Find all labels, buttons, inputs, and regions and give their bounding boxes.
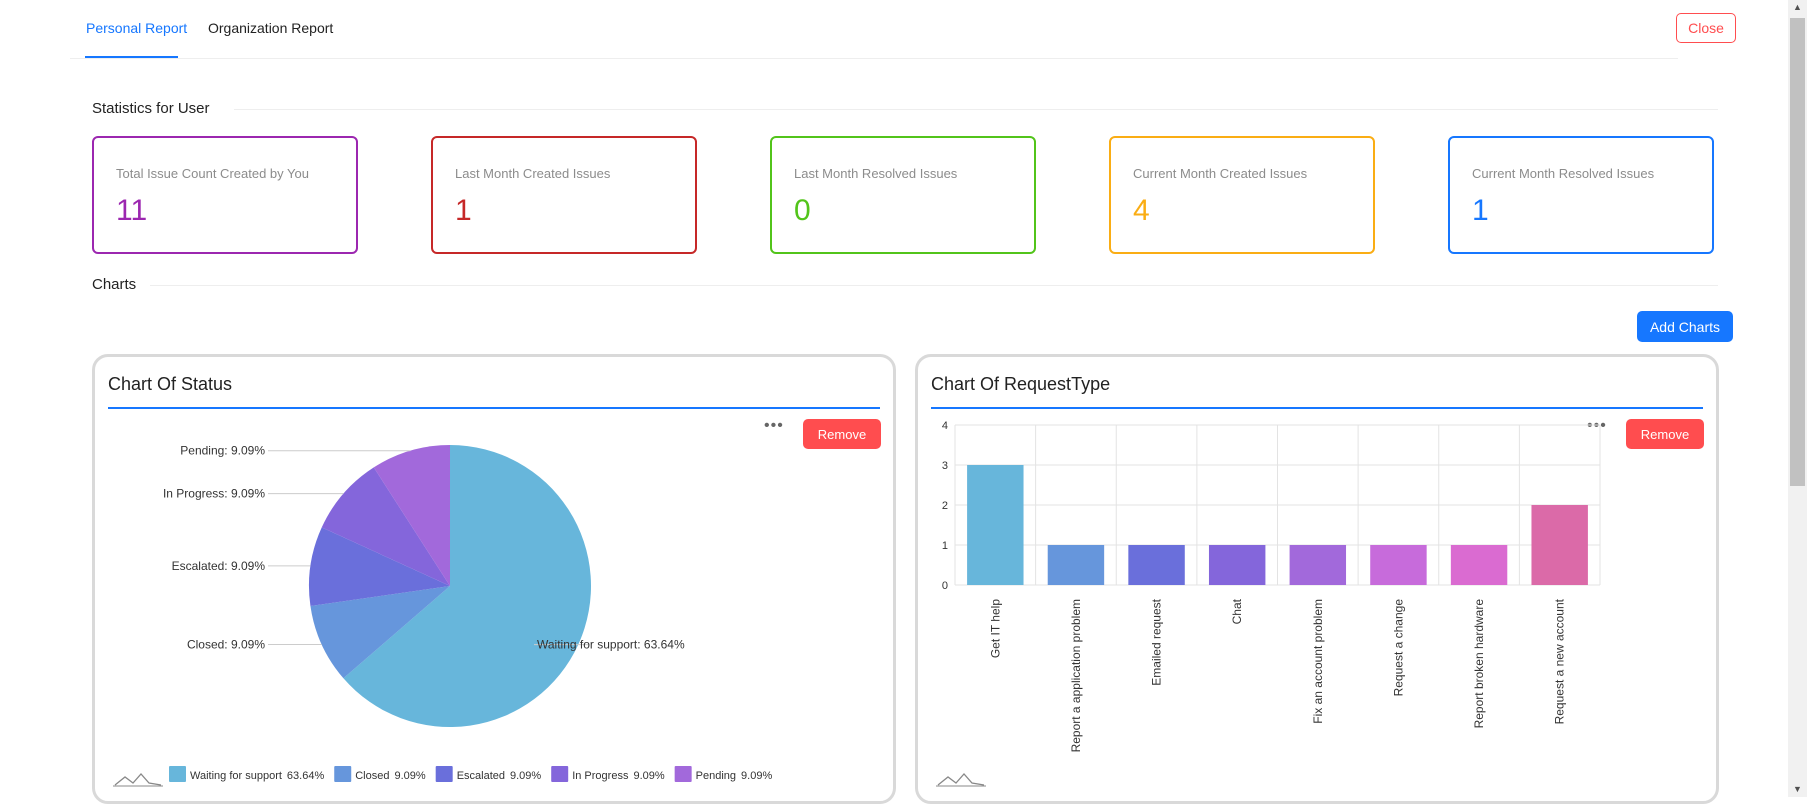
y-tick-label: 2 [942, 500, 948, 512]
bar-report-a-application-problem[interactable] [1047, 545, 1105, 585]
statistics-divider [234, 109, 1718, 110]
bar-chat[interactable] [1208, 545, 1266, 585]
legend-swatch [674, 766, 692, 782]
y-tick-label: 3 [942, 460, 948, 472]
x-tick-label: Request a change [1391, 599, 1405, 697]
pie-slice-in-progress[interactable] [321, 467, 450, 586]
stat-label: Last Month Resolved Issues [794, 166, 958, 181]
legend-item-closed[interactable]: Closed 9.09% [334, 766, 426, 782]
stat-card-last-month-resolved: Last Month Resolved Issues 0 [770, 136, 1036, 254]
pie-slice-closed[interactable] [310, 586, 450, 679]
tab-organization-report[interactable]: Organization Report [208, 20, 334, 36]
close-button[interactable]: Close [1676, 13, 1736, 43]
report-tabs: Personal Report Organization Report [70, 0, 1678, 59]
bar-request-a-change[interactable] [1370, 545, 1427, 585]
x-tick-label: Request a new account [1553, 598, 1567, 724]
stat-value: 0 [794, 194, 811, 227]
legend-label: Pending [696, 770, 736, 782]
pie-data-label: Closed: 9.09% [187, 638, 265, 652]
pie-data-label: In Progress: 9.09% [163, 487, 265, 501]
legend-label: Closed [355, 770, 389, 782]
y-tick-label: 0 [942, 580, 948, 592]
active-tab-indicator [85, 56, 178, 58]
legend-label: Waiting for support [190, 770, 282, 782]
scroll-down-icon[interactable]: ▼ [1793, 784, 1802, 794]
legend-item-pending[interactable]: Pending 9.09% [674, 766, 773, 782]
bar-emailed-request[interactable] [1128, 545, 1185, 585]
legend-swatch [334, 766, 352, 782]
stat-label: Total Issue Count Created by You [116, 166, 309, 181]
x-tick-label: Report a application problem [1069, 599, 1083, 752]
pie-data-label: Escalated: 9.09% [172, 559, 266, 573]
stat-card-current-month-resolved: Current Month Resolved Issues 1 [1448, 136, 1714, 254]
bar-fix-an-account-problem[interactable] [1289, 545, 1347, 585]
bar-get-it-help[interactable] [967, 465, 1024, 585]
stat-value: 1 [1472, 194, 1489, 227]
ellipsis-icon[interactable]: ••• [764, 417, 784, 434]
chart-title-underline [108, 407, 880, 409]
scrollbar-thumb[interactable] [1790, 18, 1805, 486]
x-tick-label: Report broken hardware [1472, 599, 1486, 729]
legend-value: 63.64% [287, 770, 325, 782]
legend-item-in-progress[interactable]: In Progress 9.09% [551, 766, 665, 782]
charts-divider [150, 285, 1718, 286]
stat-card-total-issues: Total Issue Count Created by You 11 [92, 136, 358, 254]
y-tick-label: 4 [942, 420, 948, 432]
stat-value: 1 [455, 194, 472, 227]
chart-title: Chart Of RequestType [931, 374, 1111, 394]
pie-data-label: Waiting for support: 63.64% [537, 638, 685, 652]
line-chart-icon[interactable] [113, 773, 163, 787]
legend-swatch [169, 766, 186, 782]
x-tick-label: Chat [1230, 598, 1244, 624]
legend-item-escalated[interactable]: Escalated 9.09% [435, 766, 542, 782]
legend-label: In Progress [572, 770, 629, 782]
line-chart-icon[interactable] [936, 773, 986, 787]
stat-card-last-month-created: Last Month Created Issues 1 [431, 136, 697, 254]
stat-value: 4 [1133, 194, 1150, 227]
bar-report-broken-hardware[interactable] [1450, 545, 1508, 585]
stat-label: Last Month Created Issues [455, 166, 611, 181]
stat-label: Current Month Resolved Issues [1472, 166, 1655, 181]
stat-card-current-month-created: Current Month Created Issues 4 [1109, 136, 1375, 254]
pie-slice-pending[interactable] [373, 445, 450, 586]
requesttype-bar-chart: 0 1 2 3 4 Get IT help Report a application pr… [936, 420, 1601, 787]
legend-value: 9.09% [394, 770, 425, 782]
y-tick-label: 1 [942, 540, 948, 552]
scroll-up-icon[interactable]: ▲ [1793, 2, 1802, 12]
remove-requesttype-chart-button[interactable]: Remove [1626, 419, 1704, 449]
vertical-scrollbar[interactable]: ▲ ▼ [1788, 0, 1807, 797]
remove-status-chart-button[interactable]: Remove [803, 419, 881, 449]
bar-request-a-new-account[interactable] [1531, 505, 1588, 585]
legend-value: 9.09% [510, 770, 541, 782]
legend-label: Escalated [457, 770, 505, 782]
legend-value: 9.09% [633, 770, 664, 782]
statistics-section-title: Statistics for User [92, 100, 210, 117]
status-chart-card: Chart Of Status ••• Remove Waiting for s… [92, 354, 896, 804]
x-tick-label: Fix an account problem [1311, 599, 1325, 724]
add-charts-button[interactable]: Add Charts [1637, 311, 1733, 342]
pie-slice-escalated[interactable] [309, 527, 450, 607]
legend-value: 9.09% [741, 770, 772, 782]
status-pie-chart: Waiting for support: 63.64% Closed: 9.09%… [113, 444, 773, 787]
legend-item-waiting-for-support[interactable]: Waiting for support 63.64% [169, 766, 324, 782]
stat-value: 11 [116, 194, 148, 227]
legend-swatch [551, 766, 569, 782]
x-tick-label: Emailed request [1150, 598, 1164, 685]
charts-section-title: Charts [92, 276, 137, 293]
pie-slice-waiting-for-support[interactable] [343, 445, 591, 727]
chart-title-underline [931, 407, 1703, 409]
stat-label: Current Month Created Issues [1133, 166, 1308, 181]
x-tick-label: Get IT help [988, 599, 1002, 658]
pie-data-label: Pending: 9.09% [180, 444, 265, 458]
legend-swatch [435, 766, 453, 782]
chart-title: Chart Of Status [108, 374, 233, 394]
tab-personal-report[interactable]: Personal Report [86, 20, 188, 36]
